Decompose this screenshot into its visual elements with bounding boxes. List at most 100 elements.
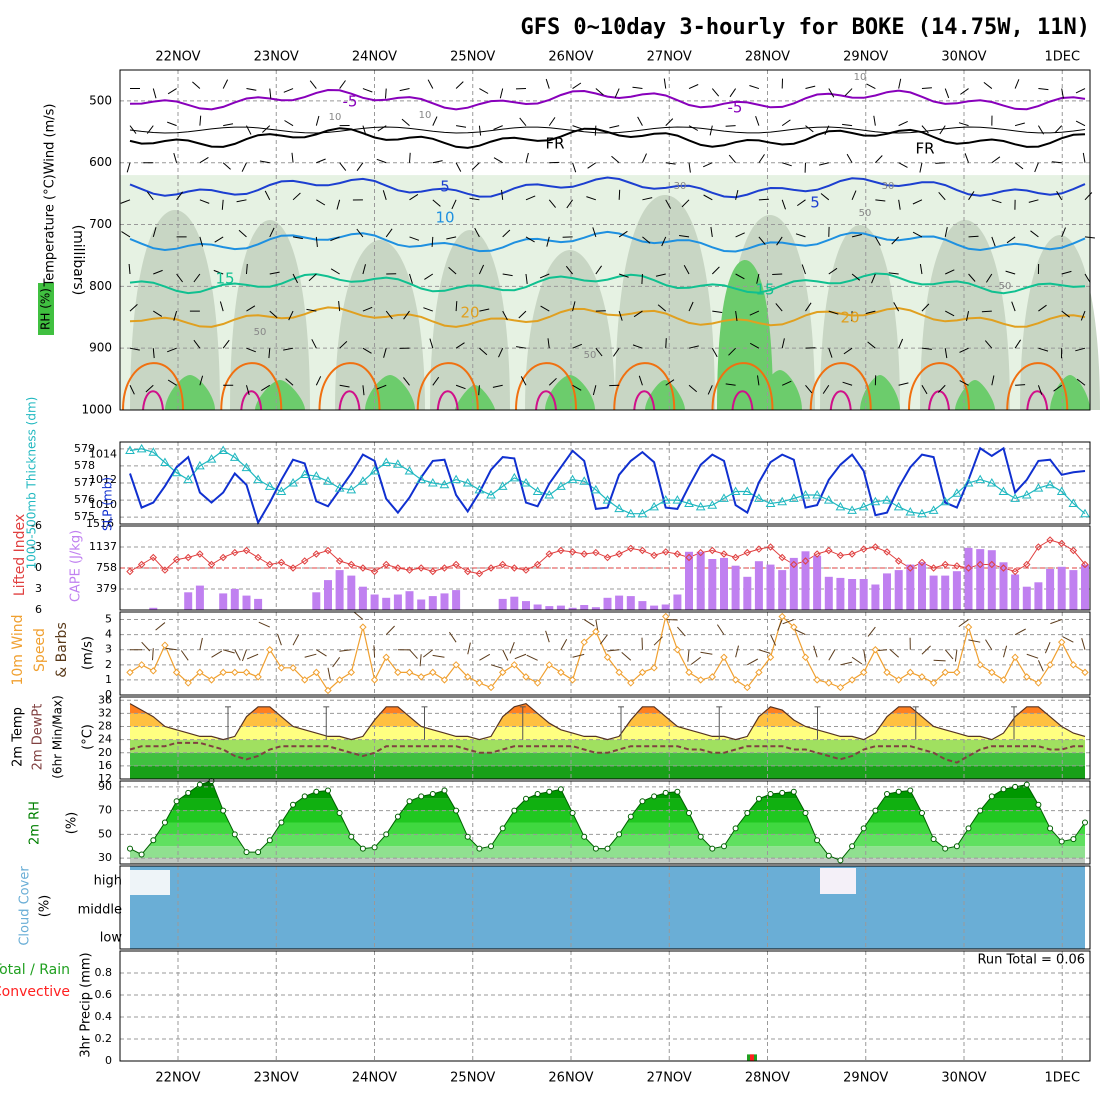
thickness-point <box>241 462 252 472</box>
thickness-point <box>730 486 741 496</box>
wind-barb <box>828 267 838 275</box>
rh-contour-label: 50 <box>584 350 597 361</box>
cape-bar <box>848 579 857 610</box>
lifted-index-point <box>650 551 658 560</box>
wind-speed-point <box>312 668 321 677</box>
rh-point <box>488 843 494 850</box>
surface-wind-barb <box>509 642 515 654</box>
wind-barb <box>566 199 573 209</box>
wind-barb <box>432 116 438 126</box>
thickness-point <box>544 489 555 499</box>
rh-shading-high <box>545 375 595 410</box>
wind-barb <box>898 162 908 168</box>
wind-barb <box>898 338 904 349</box>
lifted-index-point <box>487 564 495 572</box>
thickness-point <box>416 474 427 484</box>
rh-shading-high <box>455 385 495 410</box>
wind-barb <box>518 310 527 319</box>
wind-barb <box>1028 199 1039 203</box>
wind-barb <box>362 306 373 312</box>
surface-wind-barb <box>828 649 836 661</box>
wind-barb <box>781 338 785 349</box>
wind-barb <box>755 116 760 126</box>
lifted-index-point <box>277 558 286 567</box>
lifted-index-point <box>1069 546 1078 555</box>
lifted-index-point <box>662 548 670 556</box>
wind-barb <box>545 78 550 89</box>
cape-bar <box>580 605 589 610</box>
isotherm-25 <box>908 362 970 411</box>
wind-speed-point <box>918 673 926 681</box>
thickness-point <box>532 486 543 496</box>
cape-bar <box>964 547 973 610</box>
rh-point <box>930 836 937 843</box>
wind-barb <box>493 157 503 164</box>
rh-shading-mid <box>130 210 220 410</box>
wind-speed-point <box>219 668 227 677</box>
wind-speed-point <box>848 676 856 684</box>
wind-speed-point <box>207 676 216 684</box>
surface-wind-barb <box>1037 660 1044 672</box>
surface-wind-barb <box>1002 645 1008 658</box>
thickness-point <box>1080 508 1090 518</box>
wind-barb <box>758 236 766 245</box>
wind-barb <box>919 162 923 173</box>
wind-barb <box>269 88 272 99</box>
lifted-index-point <box>801 557 810 565</box>
wind-barb <box>540 305 550 312</box>
wind-speed-point <box>964 623 973 631</box>
wind-barb <box>126 162 131 173</box>
wind-barb <box>1006 236 1016 244</box>
rh-point <box>173 798 180 805</box>
wind-barb <box>288 310 294 321</box>
thickness-tick: 579 <box>74 442 95 455</box>
rh-point <box>592 845 599 852</box>
surface-wind-barb <box>490 664 503 669</box>
lifted-index-point <box>778 553 786 562</box>
rh-tick: 50 <box>98 827 112 840</box>
surface-wind-barb <box>419 654 422 667</box>
wind-barb <box>797 199 806 207</box>
rh-point <box>150 837 157 844</box>
lifted-index-point <box>405 566 414 574</box>
wind-barb <box>991 199 1002 204</box>
run-total-label: Run Total = 0.06 <box>977 953 1085 968</box>
isotherm-30 <box>142 390 164 411</box>
wind-speed-point <box>778 612 786 621</box>
wind-barb <box>409 273 413 284</box>
surface-wind-barb <box>958 619 969 628</box>
wind-barb <box>431 236 434 247</box>
lifted-index-point <box>673 550 682 558</box>
isotherm-30 <box>731 390 754 411</box>
temp-frame <box>119 696 1091 780</box>
cape-bar <box>382 597 391 610</box>
lifted-index-point <box>196 550 204 558</box>
wind-barb <box>679 235 690 238</box>
cape-tick: 379 <box>96 582 117 595</box>
wind-speed-point <box>137 661 146 669</box>
wind-barb <box>1082 152 1086 163</box>
wind-speed-point <box>755 668 763 677</box>
wind-speed-point <box>522 673 530 681</box>
lifted-index-point <box>731 553 740 562</box>
date-label-top: 26NOV <box>548 50 593 65</box>
surface-wind-barb <box>560 638 568 650</box>
wind-speed-point <box>161 641 169 649</box>
wind-barb <box>479 88 489 94</box>
thickness-point <box>264 481 275 490</box>
wind-barb <box>167 121 177 127</box>
rh-tick: 70 <box>98 804 112 817</box>
wind-barb <box>1037 385 1043 395</box>
surface-wind-barb <box>164 647 177 651</box>
wind-barb <box>735 273 745 280</box>
temp-axis-label: 2m Temp <box>11 707 26 767</box>
wind-speed-point <box>557 668 565 677</box>
wind-speed-point <box>836 683 845 692</box>
wind-barb <box>781 119 791 127</box>
wind-barb <box>548 199 556 208</box>
thickness-point <box>800 489 811 499</box>
wind-barb <box>153 310 163 317</box>
wind-barb <box>756 273 760 284</box>
wind-barb <box>782 162 792 167</box>
rh-point <box>988 793 995 800</box>
